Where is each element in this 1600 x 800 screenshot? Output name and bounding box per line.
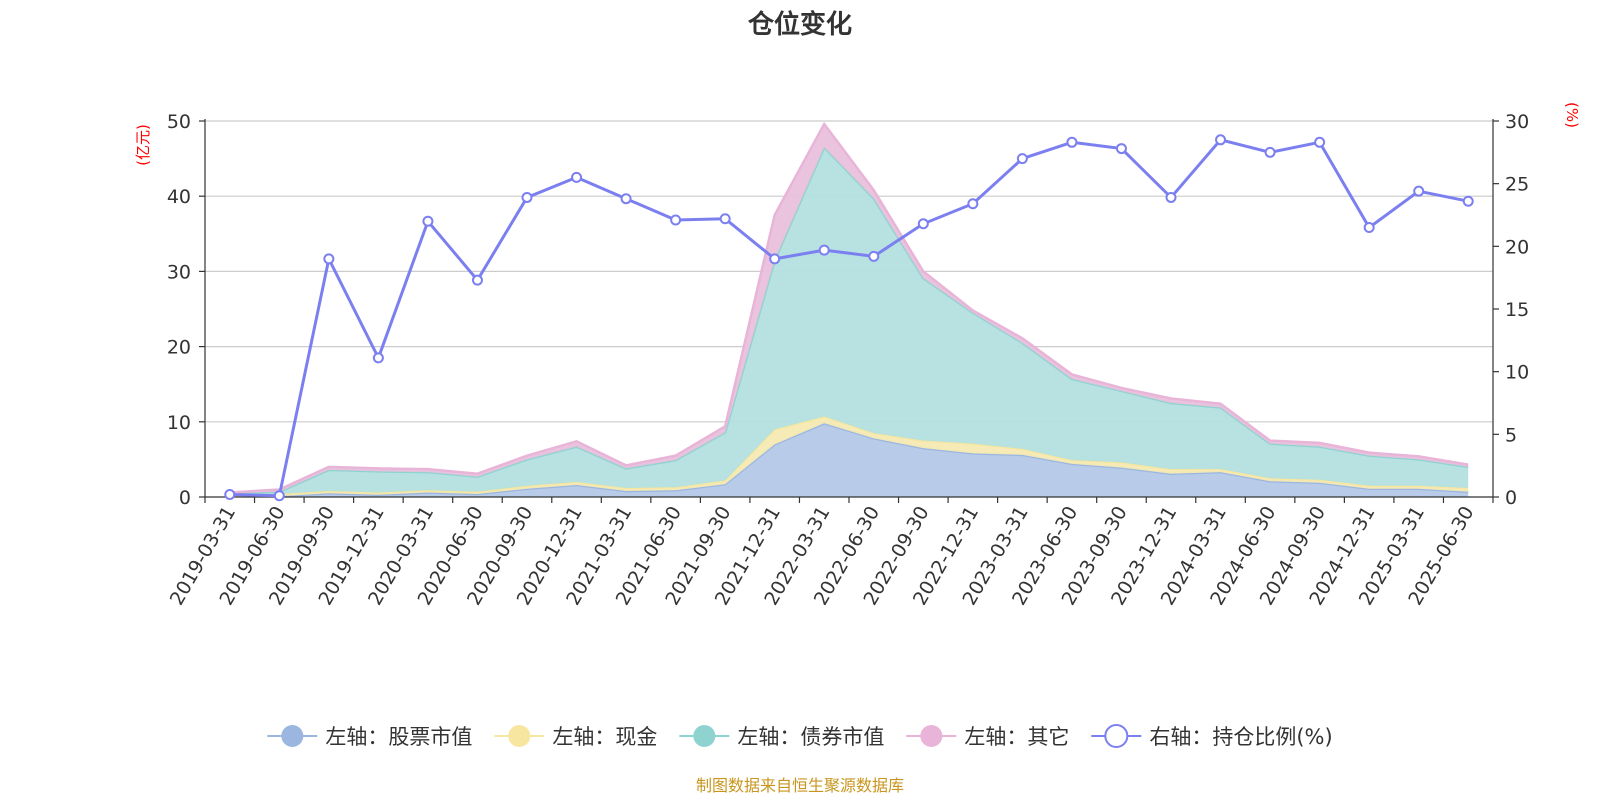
legend-label: 左轴：现金 [552, 725, 657, 749]
right-axis-tick-label: 30 [1505, 111, 1529, 133]
ratio-point [571, 171, 583, 183]
right-axis-tick-label: 5 [1505, 424, 1517, 446]
left-axis-tick-label: 10 [167, 412, 191, 434]
right-axis-tick-label: 0 [1505, 487, 1517, 509]
ratio-point [1314, 136, 1326, 148]
legend-marker [508, 725, 531, 747]
ratio-point [1413, 185, 1425, 197]
ratio-point [868, 250, 880, 262]
right-axis-unit: (%) [1563, 102, 1581, 128]
ratio-point [917, 218, 929, 230]
left-axis-tick-label: 0 [179, 487, 191, 509]
ratio-point [670, 214, 682, 226]
ratio-point [422, 215, 434, 227]
legend-items: 左轴：股票市值 左轴：现金 左轴：债券市值 左轴：其它 右轴：持仓比例(%) [267, 724, 1333, 749]
legend-item[interactable]: 左轴：其它 [906, 725, 1069, 749]
ratio-point [1215, 134, 1227, 146]
legend-label: 左轴：债券市值 [737, 725, 884, 749]
ratio-point [1264, 146, 1276, 158]
area-edge-左轴：其它 [229, 121, 1469, 494]
ratio-point [1066, 136, 1078, 148]
ratio-point [818, 244, 830, 256]
left-axis-unit: (亿元) [134, 124, 152, 166]
legend-label: 右轴：持仓比例(%) [1149, 725, 1332, 749]
legend-item[interactable]: 右轴：持仓比例(%) [1091, 724, 1333, 749]
left-axis-tick-label: 30 [167, 261, 191, 283]
legend-item[interactable]: 左轴：股票市值 [267, 725, 472, 749]
ratio-point [224, 488, 236, 500]
data-source-note: 制图数据来自恒生聚源数据库 [696, 776, 904, 795]
legend-marker [281, 725, 304, 747]
right-axis-tick-label: 20 [1505, 236, 1529, 258]
right-axis-tick-label: 25 [1505, 174, 1529, 196]
chart-legend[interactable]: 左轴：股票市值 左轴：现金 左轴：债券市值 左轴：其它 右轴：持仓比例(%) [267, 724, 1333, 749]
ratio-point [471, 274, 483, 286]
ratio-point [1165, 191, 1177, 203]
right-axis-tick-label: 15 [1505, 299, 1529, 321]
ratio-point [620, 193, 632, 205]
chart-title: 仓位变化 [747, 9, 852, 40]
area-左轴：债券市值 [229, 147, 1469, 496]
ratio-point [323, 253, 335, 265]
legend-marker [1104, 724, 1129, 748]
ratio-point [1016, 153, 1028, 165]
ratio-line-series [224, 134, 1474, 502]
legend-marker [920, 725, 943, 747]
ratio-point [719, 213, 731, 225]
ratio-point [372, 352, 384, 364]
ratio-point [967, 198, 979, 210]
ratio-point [1363, 222, 1375, 234]
ratio-point [1462, 195, 1474, 207]
ratio-line [229, 138, 1469, 498]
legend-item[interactable]: 左轴：债券市值 [679, 725, 884, 749]
legend-item[interactable]: 左轴：现金 [494, 725, 657, 749]
left-axis-tick-label: 20 [167, 337, 191, 359]
legend-label: 左轴：股票市值 [325, 725, 472, 749]
area-左轴：股票市值 [229, 423, 1469, 497]
ratio-point [769, 253, 781, 265]
right-axis-tick-label: 10 [1505, 362, 1529, 384]
ratio-point [521, 191, 533, 203]
ratio-point [1115, 143, 1127, 155]
left-axis-tick-label: 50 [167, 111, 191, 133]
ratio-point [273, 490, 285, 502]
legend-label: 左轴：其它 [964, 725, 1069, 749]
stacked-area-series [229, 121, 1469, 498]
legend-marker [693, 725, 716, 747]
left-axis-tick-label: 40 [167, 186, 191, 208]
